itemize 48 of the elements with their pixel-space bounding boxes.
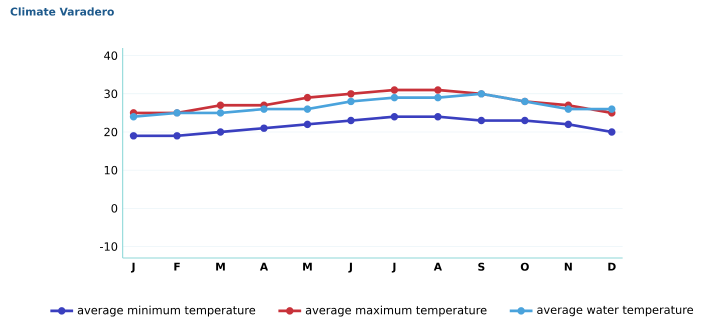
chart-title: Climate Varadero (10, 7, 114, 16)
point (260, 124, 268, 132)
point (173, 132, 181, 140)
y-tick-label: 40 (104, 51, 118, 60)
point (390, 86, 398, 94)
point (608, 128, 616, 136)
legend-label: average minimum temperature (78, 306, 256, 317)
point (434, 112, 442, 120)
x-tick-label: J (392, 262, 396, 273)
point (304, 120, 312, 128)
x-tick-label: A (260, 262, 268, 270)
x-tick-label: A (434, 262, 442, 270)
x-tick-label: O (520, 262, 529, 271)
x-tick-label: S (478, 262, 484, 271)
point (390, 112, 398, 120)
point (564, 105, 572, 113)
point (521, 116, 529, 124)
point (478, 116, 486, 124)
y-tick-label: 30 (104, 90, 118, 98)
y-tick-label: 10 (104, 166, 118, 174)
point (347, 90, 355, 98)
point (130, 132, 138, 140)
legend-label: average maximum temperature (306, 306, 486, 317)
point (347, 116, 355, 124)
x-tick-label: M (216, 262, 225, 270)
point (260, 105, 268, 113)
x-tick-label: J (348, 262, 352, 273)
point (347, 98, 355, 106)
x-tick-label: J (130, 262, 135, 273)
y-tick-label: 0 (112, 204, 118, 213)
point (304, 94, 312, 102)
point (304, 105, 312, 113)
point (130, 112, 138, 120)
point (216, 128, 224, 136)
y-tick-label: 20 (104, 128, 118, 136)
point (216, 102, 224, 109)
x-tick-label: D (608, 262, 616, 270)
point (390, 94, 398, 102)
point (216, 109, 224, 117)
x-tick-label: F (174, 262, 180, 270)
point (434, 94, 442, 102)
point (564, 120, 572, 128)
point (608, 105, 616, 113)
x-tick-label: M (303, 262, 312, 270)
point (434, 86, 442, 94)
y-tick-label: -10 (100, 242, 118, 251)
x-tick-label: N (564, 262, 572, 270)
legend-label: average water temperature (537, 306, 694, 316)
